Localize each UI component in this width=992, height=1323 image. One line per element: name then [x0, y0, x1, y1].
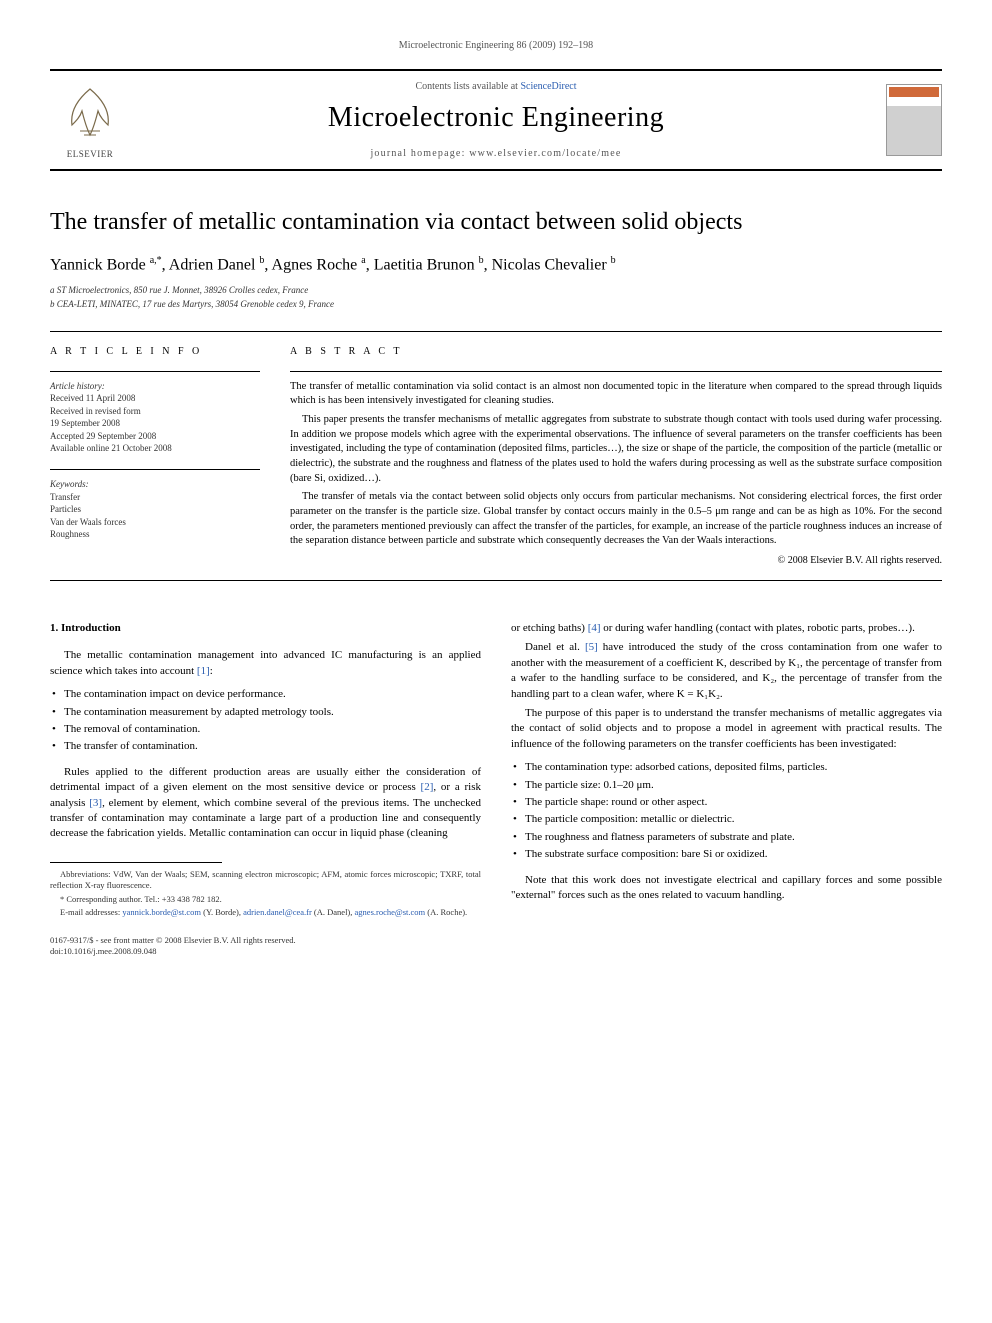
- footer-issn: 0167-9317/$ - see front matter © 2008 El…: [50, 935, 481, 946]
- list-item: The contamination measurement by adapted…: [50, 705, 481, 720]
- keywords-block: Keywords: TransferParticlesVan der Waals…: [50, 478, 260, 541]
- history-label: Article history:: [50, 380, 260, 393]
- banner-center: Contents lists available at ScienceDirec…: [130, 77, 862, 163]
- history-line: Received 11 April 2008: [50, 392, 260, 405]
- body-bullet-list: The contamination impact on device perfo…: [50, 687, 481, 755]
- paper-page: Microelectronic Engineering 86 (2009) 19…: [0, 0, 992, 997]
- footnotes: Abbreviations: VdW, Van der Waals; SEM, …: [50, 869, 481, 919]
- footnote-divider: [50, 862, 222, 863]
- affiliations: a ST Microelectronics, 850 rue J. Monnet…: [50, 284, 942, 310]
- ref-link[interactable]: [2]: [421, 781, 434, 793]
- keyword: Particles: [50, 503, 260, 516]
- article-title: The transfer of metallic contamination v…: [50, 207, 942, 237]
- abstract-paragraph: This paper presents the transfer mechani…: [290, 413, 942, 486]
- body-right-column: or etching baths) [4] or during wafer ha…: [511, 621, 942, 957]
- body-paragraph: Danel et al. [5] have introduced the stu…: [511, 640, 942, 702]
- emails-label: E-mail addresses:: [60, 907, 122, 917]
- list-item: The removal of contamination.: [50, 722, 481, 737]
- ref-link[interactable]: [3]: [89, 797, 102, 809]
- body-paragraph: Note that this work does not investigate…: [511, 873, 942, 904]
- contents-available-line: Contents lists available at ScienceDirec…: [130, 81, 862, 92]
- body-bullet-list: The contamination type: adsorbed cations…: [511, 760, 942, 862]
- ref-link[interactable]: [4]: [588, 622, 601, 634]
- list-item: The transfer of contamination.: [50, 739, 481, 754]
- ref-link[interactable]: [5]: [585, 641, 598, 653]
- email-link[interactable]: agnes.roche@st.com: [355, 907, 426, 917]
- list-item: The particle shape: round or other aspec…: [511, 795, 942, 810]
- abstract-text: The transfer of metallic contamination v…: [290, 380, 942, 550]
- abstract-paragraph: The transfer of metals via the contact b…: [290, 490, 942, 549]
- list-item: The contamination impact on device perfo…: [50, 687, 481, 702]
- body-left-column: 1. Introduction The metallic contaminati…: [50, 621, 481, 957]
- abstract-divider: [290, 371, 942, 372]
- list-item: The particle composition: metallic or di…: [511, 812, 942, 827]
- keywords-label: Keywords:: [50, 478, 260, 491]
- footnote-abbrev: Abbreviations: VdW, Van der Waals; SEM, …: [50, 869, 481, 892]
- contents-prefix: Contents lists available at: [415, 81, 520, 92]
- footer-doi: doi:10.1016/j.mee.2008.09.048: [50, 946, 481, 957]
- info-divider-2: [50, 469, 260, 470]
- article-history-block: Article history: Received 11 April 2008R…: [50, 380, 260, 456]
- publisher-name: ELSEVIER: [67, 149, 114, 159]
- journal-name: Microelectronic Engineering: [130, 102, 862, 134]
- list-item: The contamination type: adsorbed cations…: [511, 760, 942, 775]
- affiliation-line: a ST Microelectronics, 850 rue J. Monnet…: [50, 284, 942, 297]
- divider-top: [50, 331, 942, 332]
- abstract-label: A B S T R A C T: [290, 346, 942, 357]
- journal-cover-thumbnail: [886, 84, 942, 156]
- history-line: Accepted 29 September 2008: [50, 430, 260, 443]
- affiliation-line: b CEA-LETI, MINATEC, 17 rue des Martyrs,…: [50, 298, 942, 311]
- publisher-block: ELSEVIER: [50, 81, 130, 159]
- homepage-prefix: journal homepage:: [370, 148, 469, 159]
- author-list: Yannick Borde a,*, Adrien Danel b, Agnes…: [50, 255, 942, 274]
- abstract-column: A B S T R A C T The transfer of metallic…: [290, 346, 942, 567]
- body-paragraph: The metallic contamination management in…: [50, 648, 481, 679]
- body-paragraph: Rules applied to the different productio…: [50, 765, 481, 842]
- keyword: Transfer: [50, 491, 260, 504]
- journal-banner: ELSEVIER Contents lists available at Sci…: [50, 69, 942, 171]
- email-link[interactable]: adrien.danel@cea.fr: [243, 907, 312, 917]
- ref-link[interactable]: [1]: [197, 665, 210, 677]
- cover-thumb-wrap: [862, 84, 942, 156]
- email-link[interactable]: yannick.borde@st.com: [122, 907, 201, 917]
- footer-issn-doi: 0167-9317/$ - see front matter © 2008 El…: [50, 935, 481, 957]
- keyword: Van der Waals forces: [50, 516, 260, 529]
- keyword: Roughness: [50, 528, 260, 541]
- article-info-label: A R T I C L E I N F O: [50, 346, 260, 357]
- running-header: Microelectronic Engineering 86 (2009) 19…: [50, 40, 942, 51]
- body-paragraph: The purpose of this paper is to understa…: [511, 706, 942, 752]
- footnote-emails: E-mail addresses: yannick.borde@st.com (…: [50, 907, 481, 918]
- section-heading-intro: 1. Introduction: [50, 621, 481, 636]
- sciencedirect-link[interactable]: ScienceDirect: [520, 81, 576, 92]
- footnote-corresponding: * Corresponding author. Tel.: +33 438 78…: [50, 894, 481, 905]
- list-item: The particle size: 0.1–20 μm.: [511, 778, 942, 793]
- info-abstract-row: A R T I C L E I N F O Article history: R…: [50, 346, 942, 567]
- abstract-paragraph: The transfer of metallic contamination v…: [290, 380, 942, 409]
- divider-bottom: [50, 580, 942, 581]
- body-two-column: 1. Introduction The metallic contaminati…: [50, 621, 942, 957]
- abstract-copyright: © 2008 Elsevier B.V. All rights reserved…: [290, 555, 942, 566]
- list-item: The roughness and flatness parameters of…: [511, 830, 942, 845]
- body-paragraph: or etching baths) [4] or during wafer ha…: [511, 621, 942, 636]
- article-info-column: A R T I C L E I N F O Article history: R…: [50, 346, 260, 567]
- info-divider-1: [50, 371, 260, 372]
- list-item: The substrate surface composition: bare …: [511, 847, 942, 862]
- journal-homepage-line: journal homepage: www.elsevier.com/locat…: [130, 148, 862, 159]
- elsevier-tree-icon: [58, 81, 122, 145]
- homepage-url: www.elsevier.com/locate/mee: [469, 148, 621, 159]
- history-line: Received in revised form: [50, 405, 260, 418]
- history-line: 19 September 2008: [50, 417, 260, 430]
- history-line: Available online 21 October 2008: [50, 442, 260, 455]
